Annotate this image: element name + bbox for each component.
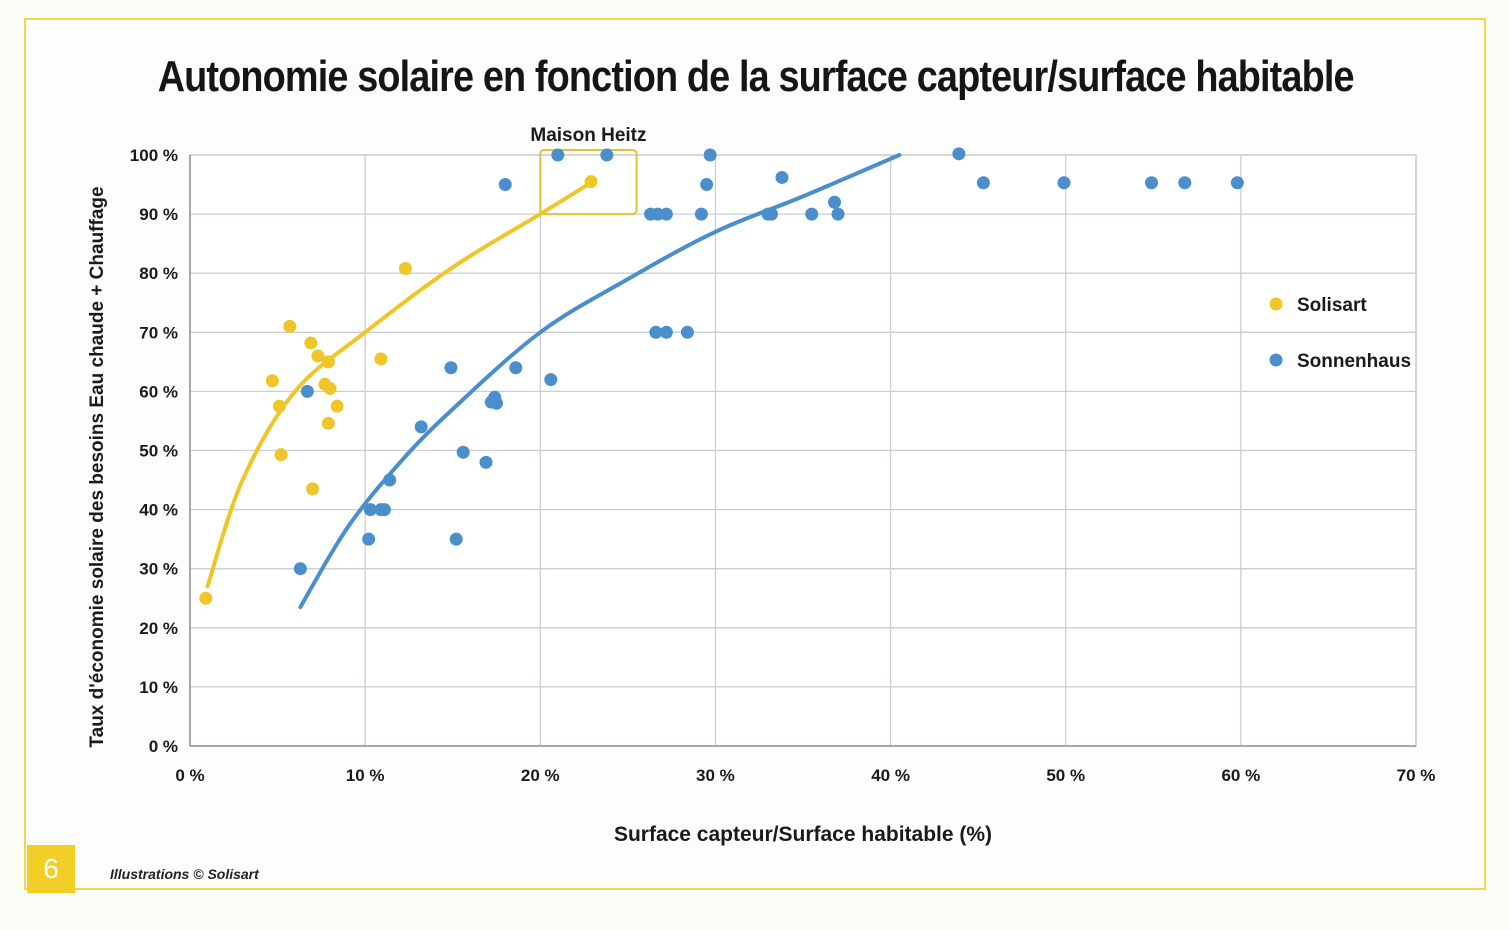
sonnenhaus-data-point [703, 148, 717, 162]
sonnenhaus-data-point [551, 148, 565, 162]
y-tick-label: 10 % [139, 678, 178, 697]
y-axis-title: Taux d'économie solaire des besoins Eau … [87, 186, 108, 747]
maison-heitz-label: Maison Heitz [530, 125, 646, 146]
x-tick-label: 0 % [175, 766, 204, 785]
sonnenhaus-data-point [509, 361, 523, 375]
y-tick-label: 0 % [149, 737, 178, 756]
sonnenhaus-data-point [1145, 176, 1159, 190]
y-tick-label: 90 % [139, 205, 178, 224]
sonnenhaus-data-point [1178, 176, 1192, 190]
sonnenhaus-data-point [764, 207, 778, 221]
grid [189, 154, 1417, 747]
solisart-data-point [306, 482, 320, 496]
maison-heitz-box [539, 149, 638, 216]
solisart-data-point [584, 175, 598, 189]
sonnenhaus-data-point [659, 325, 673, 339]
solisart-data-point [330, 399, 344, 413]
x-tick-label: 30 % [696, 766, 735, 785]
x-tick-label: 40 % [871, 766, 910, 785]
sonnenhaus-data-point [831, 207, 845, 221]
sonnenhaus-data-point [649, 325, 663, 339]
solisart-legend-marker [1269, 297, 1283, 311]
sonnenhaus-data-point [362, 532, 376, 546]
solisart-data-point [283, 319, 297, 333]
sonnenhaus-trend-line [298, 153, 902, 610]
solisart-data-point [323, 381, 337, 395]
sonnenhaus-legend-marker [1269, 353, 1283, 367]
y-tick-label: 100 % [130, 146, 178, 165]
sonnenhaus-data-point [498, 178, 512, 192]
axis-labels: 0 % 10 % 20 % 30 % 40 % 50 % 60 % 70 % 80 % 90 % 1… [87, 146, 1435, 846]
solisart-data-point [398, 261, 412, 275]
sonnenhaus-data-point [700, 178, 714, 192]
sonnenhaus-data-point [383, 473, 397, 487]
legend: Solisart Sonnenhaus [1269, 295, 1411, 372]
sonnenhaus-data-point [775, 170, 789, 184]
sonnenhaus-data-point [449, 532, 463, 546]
sonnenhaus-data-point [479, 455, 493, 469]
sonnenhaus-data-point [414, 420, 428, 434]
y-tick-label: 70 % [139, 323, 178, 342]
sonnenhaus-data-point [976, 176, 990, 190]
trend-lines [205, 153, 902, 610]
sonnenhaus-data-point [444, 361, 458, 375]
solisart-data-point [304, 336, 318, 350]
y-tick-label: 20 % [139, 619, 178, 638]
chart-title: Autonomie solaire en fonction de la surf… [157, 52, 1355, 101]
solisart-data-point [199, 591, 213, 605]
sonnenhaus-data-point [1057, 176, 1071, 190]
y-tick-label: 60 % [139, 382, 178, 401]
sonnenhaus-data-point [694, 207, 708, 221]
x-tick-label: 60 % [1221, 766, 1260, 785]
solisart-trend-line [205, 179, 595, 589]
y-tick-label: 50 % [139, 442, 178, 461]
sonnenhaus-data-point [363, 503, 377, 517]
solisart-data-point [321, 416, 335, 430]
sonnenhaus-data-point [828, 195, 842, 209]
sonnenhaus-data-point [659, 207, 673, 221]
sonnenhaus-data-point [456, 445, 470, 459]
y-tick-label: 30 % [139, 560, 178, 579]
sonnenhaus-data-point [300, 384, 314, 398]
sonnenhaus-data-point [952, 147, 966, 161]
solisart-data-point [311, 349, 325, 363]
sonnenhaus-data-point [600, 148, 614, 162]
x-tick-label: 10 % [346, 766, 385, 785]
solisart-data-point [265, 374, 279, 388]
solisart-data-point [374, 352, 388, 366]
sonnenhaus-data-point [544, 373, 558, 387]
sonnenhaus-data-point [680, 325, 694, 339]
sonnenhaus-legend-label: Sonnenhaus [1297, 351, 1411, 372]
y-tick-label: 40 % [139, 501, 178, 520]
solisart-data-point [272, 399, 286, 413]
solisart-data-point [321, 355, 335, 369]
y-tick-label: 80 % [139, 264, 178, 283]
x-tick-label: 70 % [1397, 766, 1436, 785]
annotation-layer: Maison Heitz [530, 125, 647, 216]
sonnenhaus-data-point [293, 562, 307, 576]
x-tick-label: 20 % [521, 766, 560, 785]
axes [189, 155, 1416, 747]
solisart-data-point [274, 448, 288, 462]
x-axis-title: Surface capteur/Surface habitable (%) [614, 823, 992, 846]
x-tick-label: 50 % [1046, 766, 1085, 785]
page-number-badge: 6 [27, 845, 75, 893]
solisart-legend-label: Solisart [1297, 295, 1367, 316]
sonnenhaus-data-point [1230, 176, 1244, 190]
illustration-credit: Illustrations © Solisart [110, 866, 259, 882]
sonnenhaus-data-point [490, 396, 503, 410]
sonnenhaus-data-point [377, 503, 391, 517]
data-points [199, 147, 1244, 605]
sonnenhaus-data-point [805, 207, 819, 221]
